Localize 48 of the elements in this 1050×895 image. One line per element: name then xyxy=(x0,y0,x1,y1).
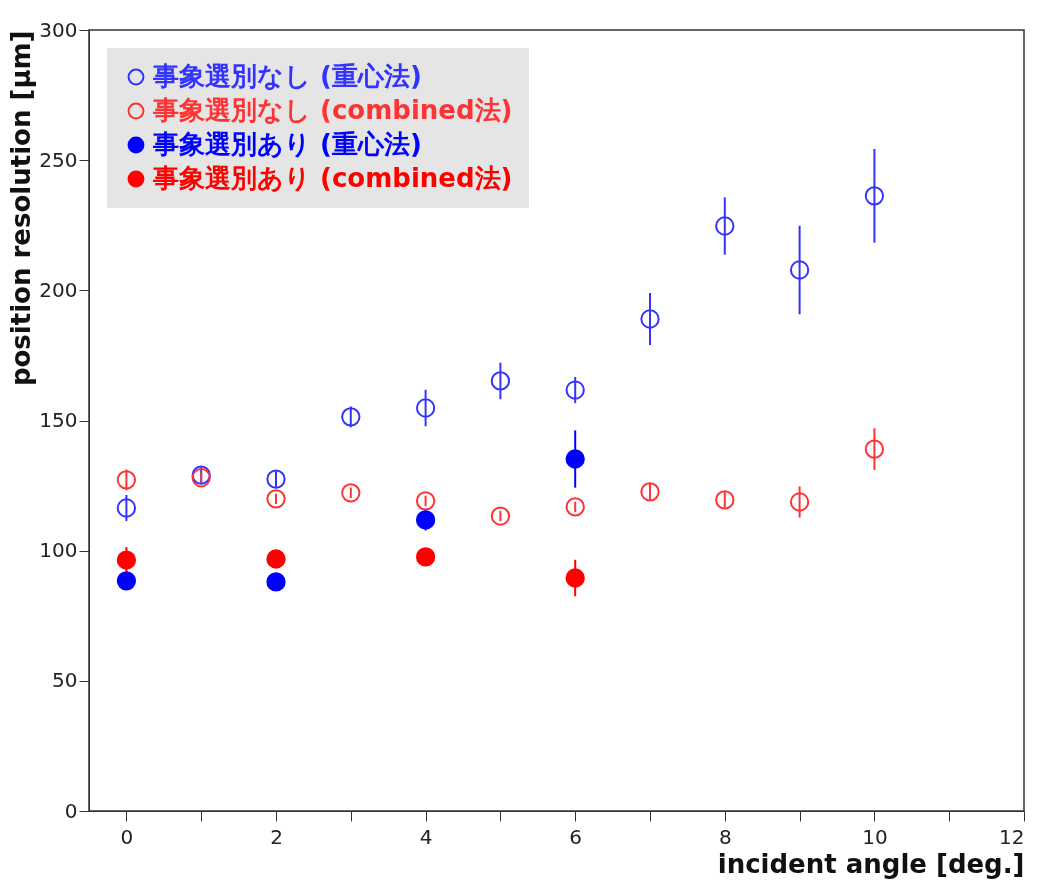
point xyxy=(789,260,810,280)
y-tick-label: 100 xyxy=(39,538,78,563)
x-tick-label: 4 xyxy=(419,824,433,849)
legend-label: 事象選別あり (combined法) xyxy=(152,163,513,193)
point xyxy=(864,439,885,459)
y-tick-label: 250 xyxy=(39,147,78,172)
legend-label: 事象選別なし (重心法) xyxy=(152,61,422,91)
point xyxy=(341,483,361,503)
point xyxy=(266,489,286,509)
y-tick-label: 150 xyxy=(39,408,78,432)
point xyxy=(565,380,585,400)
point xyxy=(565,497,585,517)
point xyxy=(266,469,286,489)
x-axis-title: incident angle [deg.] xyxy=(717,848,1025,879)
point xyxy=(640,482,660,502)
x-tick-label: 2 xyxy=(270,824,283,849)
y-tick-label: 200 xyxy=(39,277,78,302)
point xyxy=(490,506,511,526)
point xyxy=(415,491,436,511)
point xyxy=(415,510,436,530)
point xyxy=(789,492,810,512)
y-axis-title: position resolution [μm] xyxy=(6,30,37,387)
legend-label: 事象選別あり (重心法) xyxy=(152,129,422,159)
point xyxy=(864,186,885,206)
point xyxy=(715,216,735,236)
y-tick-label: 50 xyxy=(52,668,78,693)
point xyxy=(266,549,286,569)
x-tick-label: 8 xyxy=(718,824,732,849)
y-tick-label: 300 xyxy=(39,17,78,42)
legend-label: 事象選別なし (combined法) xyxy=(152,95,513,125)
x-tick-label: 12 xyxy=(999,824,1025,849)
point xyxy=(640,309,660,329)
point xyxy=(116,470,137,490)
x-tick-label: 6 xyxy=(569,824,583,849)
point xyxy=(565,449,585,469)
x-tick-label: 10 xyxy=(862,824,888,849)
point xyxy=(266,572,286,592)
point xyxy=(116,550,137,570)
point xyxy=(490,371,511,391)
point xyxy=(415,547,436,567)
point xyxy=(415,398,436,418)
point xyxy=(565,568,585,588)
point xyxy=(341,407,361,427)
x-tick-label: 0 xyxy=(120,824,134,849)
point xyxy=(715,490,735,510)
point xyxy=(116,571,137,591)
point xyxy=(116,498,137,518)
y-tick-label: 0 xyxy=(64,798,78,823)
